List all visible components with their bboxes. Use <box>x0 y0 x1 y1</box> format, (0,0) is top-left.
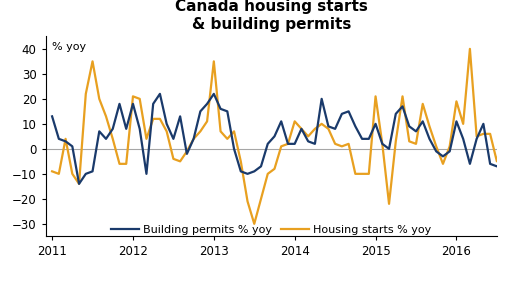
Building permits % yoy <box>386 147 392 151</box>
Housing starts % yoy <box>467 47 473 51</box>
Building permits % yoy <box>157 92 163 96</box>
Legend: Building permits % yoy, Housing starts % yoy: Building permits % yoy, Housing starts %… <box>111 225 431 235</box>
Housing starts % yoy <box>49 169 55 173</box>
Housing starts % yoy <box>251 222 258 226</box>
Line: Housing starts % yoy: Housing starts % yoy <box>52 49 503 224</box>
Housing starts % yoy <box>460 122 466 126</box>
Building permits % yoy <box>500 159 506 163</box>
Housing starts % yoy <box>379 142 385 146</box>
Housing starts % yoy <box>453 99 459 103</box>
Building permits % yoy <box>76 182 82 186</box>
Building permits % yoy <box>49 115 55 118</box>
Building permits % yoy <box>420 119 426 123</box>
Building permits % yoy <box>460 137 466 141</box>
Title: Canada housing starts
& building permits: Canada housing starts & building permits <box>175 0 368 32</box>
Building permits % yoy <box>467 162 473 166</box>
Housing starts % yoy <box>359 172 365 176</box>
Building permits % yoy <box>366 137 372 141</box>
Housing starts % yoy <box>474 135 480 138</box>
Line: Building permits % yoy: Building permits % yoy <box>52 94 503 184</box>
Housing starts % yoy <box>413 142 419 146</box>
Housing starts % yoy <box>500 132 506 136</box>
Building permits % yoy <box>474 137 480 141</box>
Text: % yoy: % yoy <box>52 42 87 52</box>
